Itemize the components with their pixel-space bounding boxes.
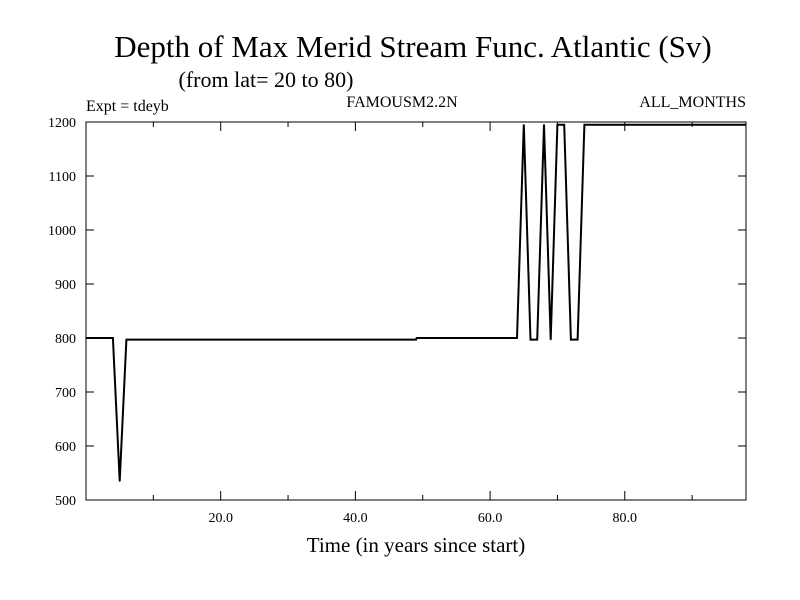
data-point [543, 124, 545, 126]
y-tick-label: 1200 [48, 116, 76, 131]
x-axis: 20.0 40.0 60.0 80.0 [152, 122, 693, 526]
data-point [529, 339, 532, 341]
annotation-left: Expt = tdeyb [86, 98, 169, 115]
data-point [590, 124, 592, 126]
chart-subtitle: (from lat= 20 to 80) [179, 67, 354, 92]
x-axis-label: Time (in years since start) [307, 533, 526, 557]
data-point [415, 339, 417, 341]
series-line [86, 123, 746, 482]
data-point [745, 124, 747, 126]
x-tick-label: 20.0 [208, 511, 233, 526]
y-tick-label: 600 [55, 440, 76, 455]
annotation-center: FAMOUSM2.2N [346, 94, 458, 111]
data-point [112, 337, 114, 339]
data-point [603, 124, 606, 126]
data-point [416, 337, 418, 339]
data-point [563, 124, 565, 126]
data-point [536, 339, 538, 341]
data-point [556, 124, 559, 126]
y-tick-label: 700 [55, 386, 76, 401]
data-point [570, 339, 572, 341]
x-tick-label: 60.0 [478, 511, 503, 526]
data-point [85, 337, 87, 339]
y-tick-label: 500 [55, 494, 76, 509]
data-point [125, 339, 128, 341]
y-tick-label: 1100 [49, 170, 76, 185]
data-point [516, 337, 518, 339]
chart-title: Depth of Max Merid Stream Func. Atlantic… [114, 29, 712, 64]
data-point [583, 124, 585, 126]
series-layer [85, 123, 747, 482]
y-tick-label: 1000 [48, 224, 76, 239]
data-point [550, 339, 552, 341]
data-point [119, 480, 121, 482]
data-point [597, 124, 599, 126]
plot-frame [85, 121, 747, 501]
y-tick-label: 800 [55, 332, 76, 347]
annotation-right: ALL_MONTHS [639, 94, 746, 111]
x-tick-label: 80.0 [613, 511, 638, 526]
y-axis: 500 600 700 800 900 1000 1100 1200 [48, 116, 746, 509]
y-tick-label: 900 [55, 278, 76, 293]
x-tick-label: 40.0 [343, 511, 368, 526]
data-point [523, 124, 525, 126]
data-point [577, 339, 579, 341]
